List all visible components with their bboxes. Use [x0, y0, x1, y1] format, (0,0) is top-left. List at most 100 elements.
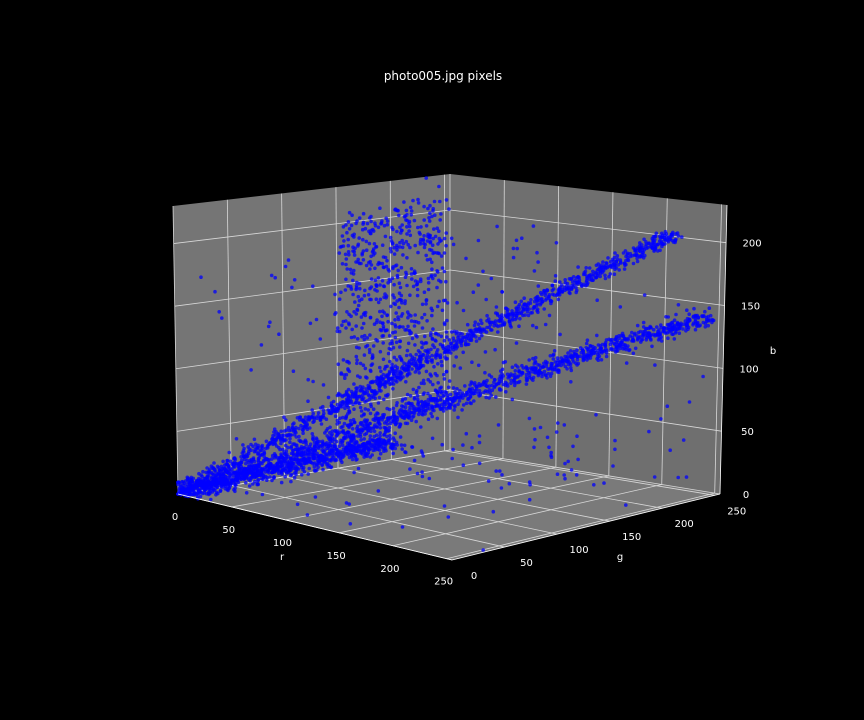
scatter-point	[439, 334, 444, 339]
scatter-point	[424, 357, 429, 361]
scatter-point	[440, 344, 445, 349]
scatter-point	[441, 409, 446, 413]
scatter-point	[445, 397, 449, 402]
scatter-point	[413, 243, 418, 248]
scatter-point	[213, 289, 217, 294]
scatter-point	[484, 381, 488, 385]
scatter-point	[290, 463, 294, 468]
scatter-point	[484, 395, 488, 400]
scatter-point	[566, 351, 570, 355]
scatter-point	[687, 312, 691, 317]
scatter-point	[454, 331, 459, 336]
scatter-point	[362, 333, 367, 338]
scatter-point	[371, 379, 375, 384]
scatter-point	[197, 471, 201, 476]
scatter-point	[404, 239, 409, 244]
scatter-point	[359, 395, 364, 399]
scatter-point	[546, 367, 550, 371]
scatter-point	[507, 319, 512, 324]
scatter-point	[561, 358, 565, 362]
scatter-point	[477, 461, 482, 466]
scatter-point	[435, 416, 440, 421]
scatter-point	[362, 412, 366, 416]
scatter-point	[177, 480, 181, 485]
scatter-point	[485, 325, 489, 330]
scatter-point	[456, 415, 460, 420]
scatter-point	[299, 423, 303, 428]
scatter-point	[377, 456, 382, 461]
scatter-point	[361, 237, 365, 242]
scatter-point	[672, 337, 677, 341]
scatter-point	[554, 241, 559, 245]
scatter-point	[404, 402, 408, 406]
scatter-point	[441, 406, 446, 410]
scatter-point	[510, 314, 515, 318]
scatter-point	[591, 272, 596, 277]
scatter-point	[567, 290, 571, 295]
scatter-point	[294, 425, 298, 430]
scatter-point	[484, 330, 489, 334]
scatter-point	[422, 245, 427, 250]
y-tick-label: 250	[727, 506, 746, 517]
scatter-point	[608, 342, 613, 347]
scatter-point	[466, 396, 470, 401]
scatter-point	[543, 298, 548, 302]
scatter-point	[280, 468, 285, 472]
scatter-point	[527, 416, 532, 421]
scatter-point	[308, 442, 313, 447]
scatter-point	[642, 293, 647, 297]
scatter-point	[510, 365, 515, 370]
scatter-point	[588, 273, 593, 277]
scatter-point	[435, 373, 439, 378]
scatter-point	[346, 430, 350, 435]
scatter-point	[382, 433, 386, 437]
scatter-point	[216, 471, 221, 476]
scatter-point	[356, 242, 361, 247]
scatter-point	[431, 236, 436, 241]
scatter-point	[215, 464, 220, 469]
scatter-point	[500, 290, 504, 294]
scatter-point	[547, 296, 551, 301]
scatter-point	[251, 457, 256, 462]
scatter-point	[429, 347, 433, 352]
scatter-point	[308, 321, 313, 326]
scatter-point	[486, 479, 491, 483]
scatter-point	[275, 464, 280, 469]
scatter-point	[511, 255, 516, 260]
scatter-point	[363, 366, 368, 371]
scatter-point	[618, 258, 623, 262]
scatter-point	[532, 305, 536, 309]
scatter-point	[444, 330, 449, 334]
scatter-point	[477, 440, 482, 445]
scatter-point	[359, 438, 363, 442]
scatter-point	[480, 382, 485, 387]
scatter-point	[247, 470, 251, 475]
scatter-point	[348, 451, 352, 456]
scatter-point	[571, 444, 575, 449]
scatter-point	[404, 353, 409, 358]
scatter-point	[696, 316, 701, 320]
scatter-point	[558, 332, 562, 337]
scatter-point	[211, 488, 216, 492]
scatter-point	[352, 440, 356, 445]
scatter-point	[424, 302, 428, 306]
scatter-point	[435, 350, 439, 354]
scatter-point	[242, 455, 246, 459]
scatter-point	[327, 450, 332, 455]
scatter-point	[336, 362, 341, 367]
scatter-point	[368, 455, 373, 459]
scatter-point	[386, 429, 390, 433]
scatter-point	[424, 369, 429, 374]
scatter-point	[347, 441, 352, 445]
scatter-point	[234, 474, 239, 478]
scatter-point	[446, 515, 451, 519]
scatter-point	[480, 333, 484, 338]
scatter-point	[430, 414, 435, 419]
scatter-point	[279, 441, 283, 446]
scatter-point	[440, 308, 445, 313]
scatter-point	[418, 350, 422, 355]
scatter-point	[478, 327, 482, 332]
scatter-point	[542, 361, 546, 366]
scatter-point	[447, 405, 451, 410]
scatter-point	[455, 300, 459, 305]
